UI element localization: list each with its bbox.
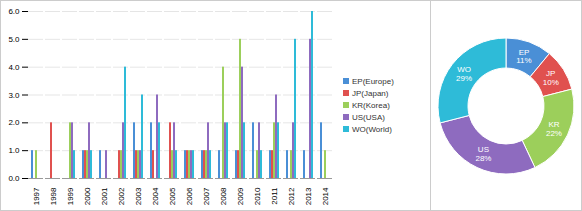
svg-text:2007: 2007: [202, 187, 211, 205]
svg-text:2005: 2005: [168, 187, 177, 205]
svg-text:WO29%: WO29%: [456, 64, 472, 82]
svg-text:1998: 1998: [49, 187, 58, 205]
svg-text:3.0: 3.0: [8, 91, 20, 100]
html-text:WO(World): WO(World): [352, 124, 392, 134]
svg-text:2009: 2009: [236, 187, 245, 205]
svg-text:5.0: 5.0: [8, 35, 20, 44]
svg-text:2000: 2000: [83, 187, 92, 205]
svg-text:2008: 2008: [219, 187, 228, 205]
html-text:JP(Japan): JP(Japan): [352, 88, 389, 98]
svg-text:US28%: US28%: [476, 145, 492, 163]
svg-text:1.0: 1.0: [8, 146, 20, 155]
svg-text:2004: 2004: [151, 187, 160, 205]
svg-text:2011: 2011: [270, 187, 279, 205]
svg-text:2006: 2006: [185, 187, 194, 205]
svg-text:2002: 2002: [117, 187, 126, 205]
svg-text:2014: 2014: [321, 187, 330, 205]
html-text:KR(Korea): KR(Korea): [352, 100, 390, 110]
svg-text:2013: 2013: [304, 187, 313, 205]
svg-text:2010: 2010: [253, 187, 262, 205]
svg-text:EP11%: EP11%: [516, 47, 531, 65]
svg-text:4.0: 4.0: [8, 63, 20, 72]
svg-text:2003: 2003: [134, 187, 143, 205]
html-text:US(USA): US(USA): [352, 112, 385, 122]
svg-text:0.0: 0.0: [8, 174, 20, 183]
svg-text:6.0: 6.0: [8, 7, 20, 16]
svg-text:2001: 2001: [100, 187, 109, 205]
svg-text:JP10%: JP10%: [543, 69, 559, 87]
svg-text:2.0: 2.0: [8, 118, 20, 127]
svg-text:1997: 1997: [32, 187, 41, 205]
svg-text:1999: 1999: [66, 187, 75, 205]
svg-text:2012: 2012: [287, 187, 296, 205]
html-text:EP(Europe): EP(Europe): [352, 76, 394, 86]
svg-text:KR22%: KR22%: [546, 119, 562, 137]
